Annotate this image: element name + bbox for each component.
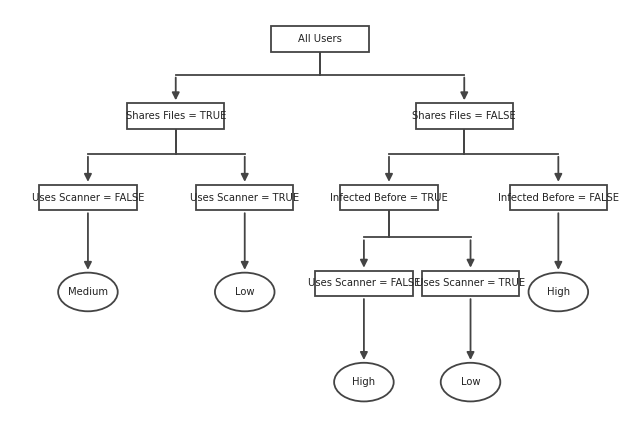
FancyBboxPatch shape [271, 26, 369, 52]
Ellipse shape [334, 363, 394, 401]
Text: Infected Before = TRUE: Infected Before = TRUE [330, 193, 448, 202]
Text: All Users: All Users [298, 34, 342, 44]
FancyBboxPatch shape [422, 271, 519, 296]
Ellipse shape [529, 272, 588, 311]
Text: Medium: Medium [68, 287, 108, 297]
FancyBboxPatch shape [127, 103, 225, 129]
FancyBboxPatch shape [415, 103, 513, 129]
Ellipse shape [215, 272, 275, 311]
Text: Low: Low [461, 377, 480, 387]
Ellipse shape [58, 272, 118, 311]
Text: Low: Low [235, 287, 255, 297]
FancyBboxPatch shape [509, 185, 607, 210]
Text: High: High [353, 377, 376, 387]
FancyBboxPatch shape [196, 185, 293, 210]
Text: Uses Scanner = FALSE: Uses Scanner = FALSE [32, 193, 144, 202]
Ellipse shape [441, 363, 500, 401]
Text: Uses Scanner = TRUE: Uses Scanner = TRUE [190, 193, 300, 202]
FancyBboxPatch shape [340, 185, 438, 210]
Text: Shares Files = TRUE: Shares Files = TRUE [125, 111, 226, 121]
Text: Uses Scanner = TRUE: Uses Scanner = TRUE [416, 279, 525, 288]
Text: Infected Before = FALSE: Infected Before = FALSE [498, 193, 619, 202]
FancyBboxPatch shape [39, 185, 136, 210]
Text: Uses Scanner = FALSE: Uses Scanner = FALSE [308, 279, 420, 288]
FancyBboxPatch shape [316, 271, 413, 296]
Text: High: High [547, 287, 570, 297]
Text: Shares Files = FALSE: Shares Files = FALSE [412, 111, 516, 121]
